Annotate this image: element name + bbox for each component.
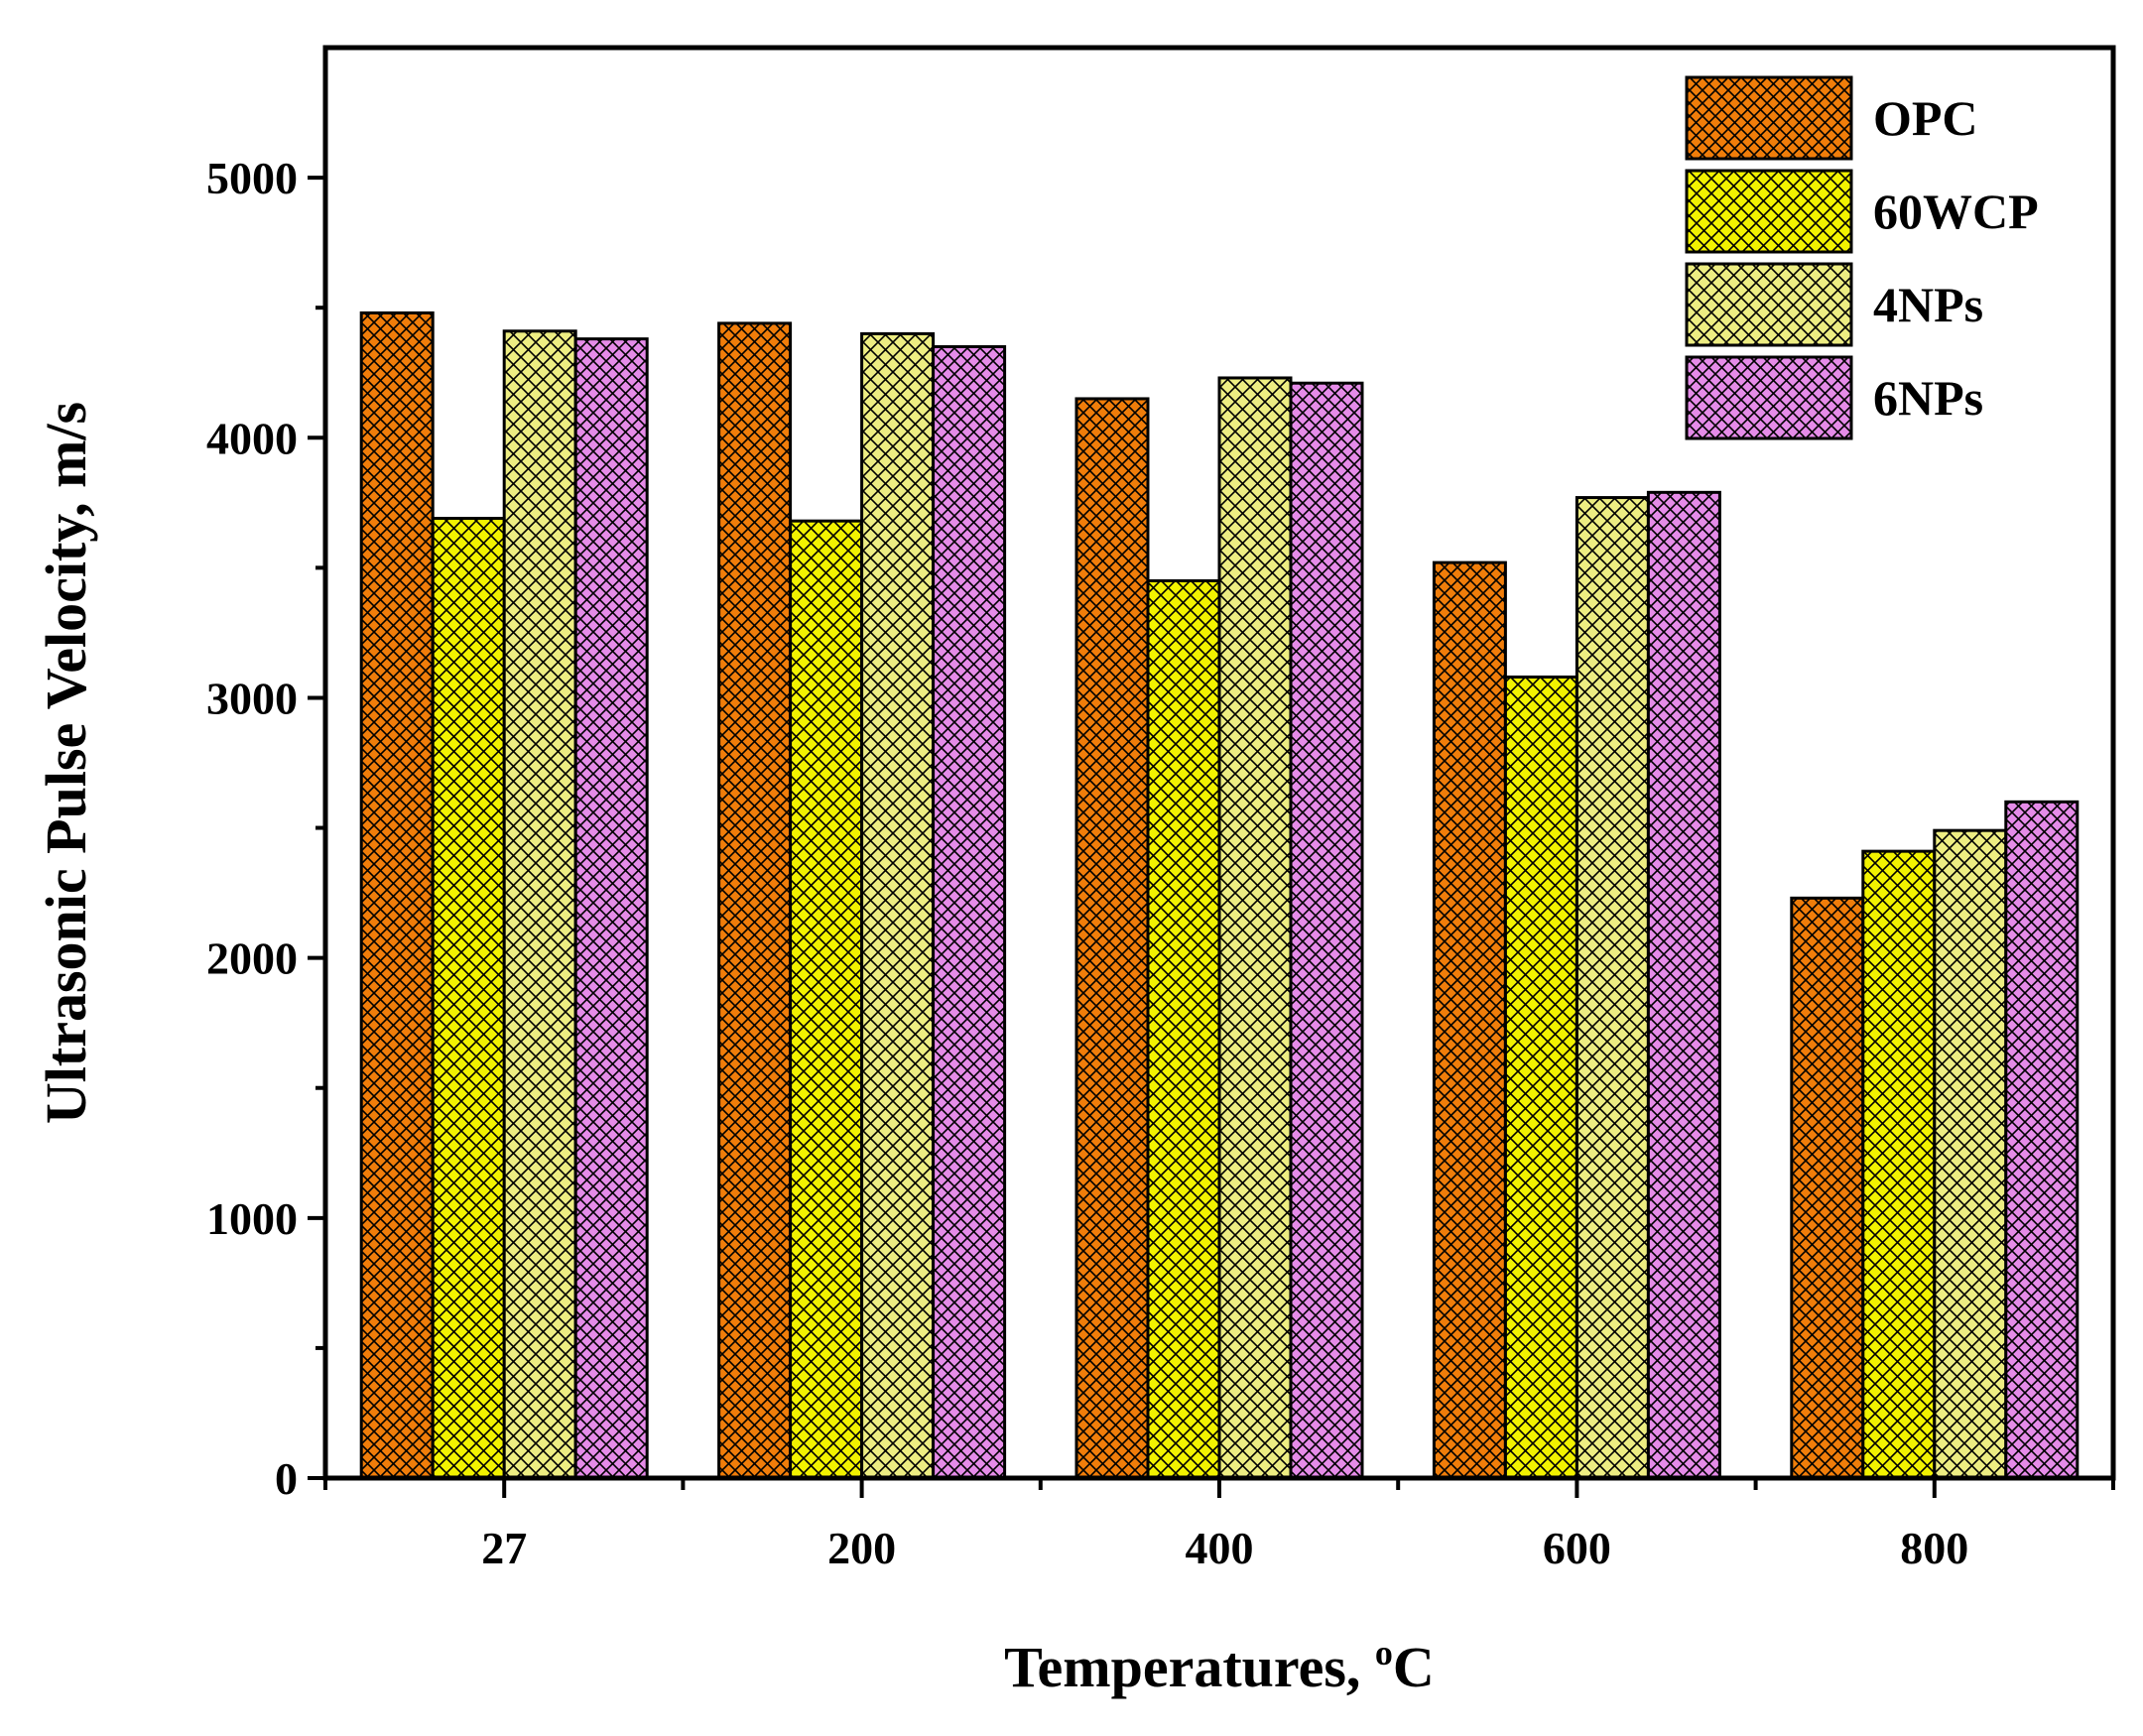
legend-swatch-60WCP [1685, 169, 1853, 254]
x-tick-label: 600 [1543, 1523, 1611, 1573]
legend-label-6NPs: 6NPs [1873, 370, 1983, 426]
y-tick-label: 2000 [206, 933, 298, 984]
legend-swatch-6NPs [1685, 355, 1853, 440]
bar-6NPs-800 [2004, 800, 2080, 1480]
bar-60WCP-200 [789, 519, 864, 1480]
bar-6NPs-27 [573, 337, 649, 1480]
x-axis-title: Temperatures, oC [1004, 1633, 1435, 1699]
legend-label-4NPs: 4NPs [1873, 277, 1983, 332]
legend-label-60WCP: 60WCP [1873, 184, 2039, 239]
legend-swatch-4NPs [1685, 262, 1853, 347]
bar-60WCP-600 [1503, 675, 1578, 1480]
bar-4NPs-800 [1933, 828, 2008, 1480]
bar-4NPs-600 [1575, 496, 1650, 1480]
bar-6NPs-600 [1646, 490, 1721, 1480]
axes-group: 0 1000 2000 3000 4000 5000 27 200 400 600 800 [206, 45, 2116, 1573]
y-tick-label: 1000 [206, 1193, 298, 1244]
x-axis-title-unit: C [1393, 1635, 1435, 1699]
y-axis-title: Ultrasonic Pulse Velocity, m/s [34, 402, 98, 1124]
bar-OPC-800 [1790, 896, 1865, 1480]
bar-OPC-200 [717, 321, 793, 1480]
bar-4NPs-400 [1217, 376, 1293, 1480]
x-tick-label: 800 [1900, 1523, 1968, 1573]
x-axis-title-degree: o [1375, 1633, 1393, 1673]
x-tick-label: 200 [827, 1523, 896, 1573]
bar-6NPs-400 [1289, 381, 1364, 1480]
y-tick-label: 5000 [206, 153, 298, 203]
bar-4NPs-200 [860, 331, 936, 1480]
bar-4NPs-27 [502, 329, 577, 1480]
legend-swatch-OPC [1685, 75, 1853, 161]
y-tick-label: 4000 [206, 413, 298, 463]
bar-60WCP-400 [1146, 578, 1221, 1480]
x-axis-title-text: Temperatures, [1004, 1635, 1375, 1699]
legend-label-OPC: OPC [1873, 90, 1978, 146]
bar-OPC-600 [1432, 560, 1507, 1480]
x-tick-label: 27 [481, 1523, 527, 1573]
bar-60WCP-27 [431, 517, 506, 1480]
y-tick-label: 0 [275, 1453, 298, 1504]
bar-OPC-400 [1074, 397, 1150, 1480]
y-tick-label: 3000 [206, 673, 298, 723]
legend: OPC 60WCP 4NPs 6NPs [1685, 75, 2039, 440]
bar-6NPs-200 [932, 345, 1007, 1480]
bar-OPC-27 [359, 310, 435, 1480]
x-tick-label: 400 [1186, 1523, 1254, 1573]
bars-group [359, 310, 2080, 1480]
bar-60WCP-800 [1861, 849, 1937, 1480]
